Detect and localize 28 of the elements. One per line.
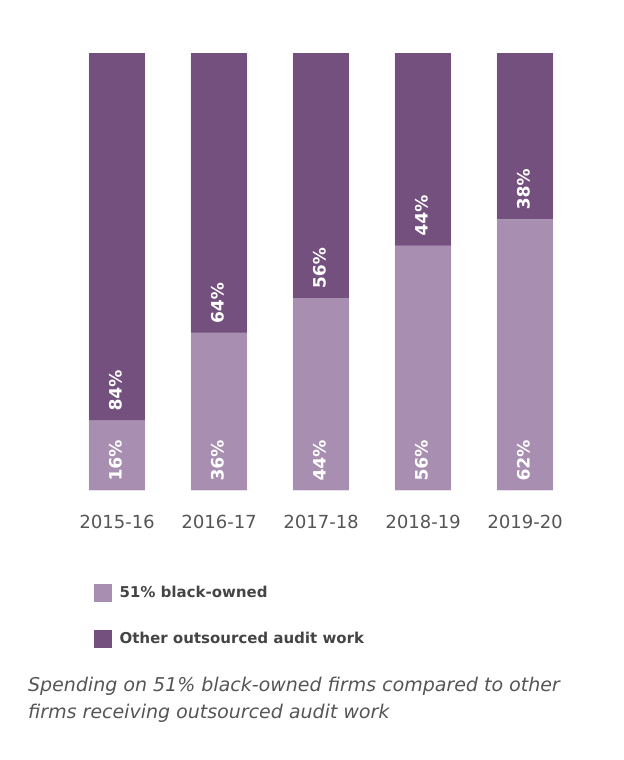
data-label: 84% (106, 370, 126, 410)
legend-label: 51% black-owned (120, 582, 268, 601)
bar (394, 245, 452, 490)
bar (88, 420, 146, 490)
x-tick-label: 2016-17 (181, 512, 257, 533)
bar (190, 53, 248, 333)
data-label: 44% (310, 440, 330, 480)
x-tick-label: 2015-16 (79, 512, 155, 533)
data-label: 64% (208, 282, 228, 323)
x-tick-label: 2018-19 (385, 512, 461, 533)
data-label: 62% (514, 440, 534, 480)
legend-label: Other outsourced audit work (120, 628, 366, 647)
data-label: 56% (412, 440, 432, 480)
bar (496, 219, 554, 490)
bar (88, 53, 146, 420)
data-label: 56% (310, 247, 330, 288)
bar (292, 298, 350, 490)
x-tick-label: 2017-18 (283, 512, 359, 533)
data-label: 38% (514, 168, 534, 210)
bar (496, 53, 554, 220)
bar (394, 53, 452, 246)
data-label: 36% (208, 440, 228, 480)
text: Spending on 51% black-owned firms compared to other firms receiving outsourced audit work (27, 673, 562, 725)
data-label: 16% (106, 440, 126, 480)
bar (190, 332, 248, 490)
bar (292, 53, 350, 298)
data-label: 44% (412, 194, 432, 236)
x-tick-label: 2019-20 (487, 512, 563, 533)
